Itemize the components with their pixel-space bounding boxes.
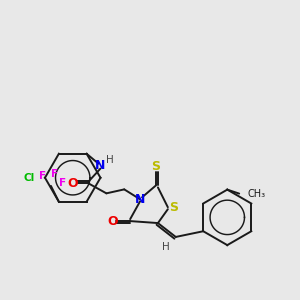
Text: Cl: Cl xyxy=(24,173,35,183)
Text: N: N xyxy=(135,193,145,206)
Text: S: S xyxy=(169,201,178,214)
Text: F: F xyxy=(39,171,46,181)
Text: O: O xyxy=(107,214,118,228)
Text: O: O xyxy=(68,177,78,190)
Text: S: S xyxy=(152,160,160,173)
Text: H: H xyxy=(106,155,114,165)
Text: F: F xyxy=(51,169,58,179)
Text: CH₃: CH₃ xyxy=(247,189,265,199)
Text: F: F xyxy=(59,178,66,188)
Text: N: N xyxy=(95,159,106,172)
Text: H: H xyxy=(162,242,170,252)
